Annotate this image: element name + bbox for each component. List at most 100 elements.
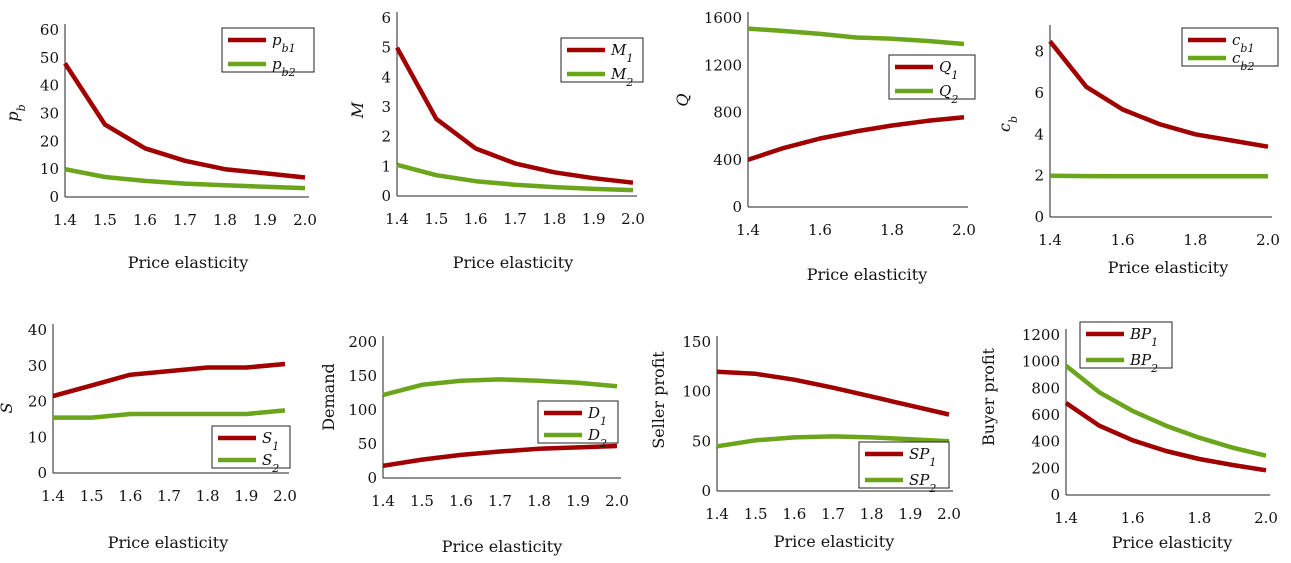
x-tick-label: 1.7 — [157, 487, 181, 505]
x-axis-label: Price elasticity — [807, 265, 927, 284]
x-tick-label: 1.8 — [860, 505, 884, 523]
x-axis-label: Price elasticity — [442, 537, 562, 556]
series-line-2 — [396, 162, 634, 193]
legend-label-2: BP2 — [1129, 351, 1158, 375]
y-tick-label: 30 — [40, 105, 59, 123]
x-tick-label: 1.8 — [1183, 231, 1207, 249]
chart-3: 0 400 800 1200 1600 1.4 1.6 1.8 2.0 Price elastic… — [673, 9, 976, 284]
y-tick-label: 1000 — [1022, 353, 1060, 371]
x-tick-label: 1.8 — [213, 211, 237, 229]
series-line-2 — [1064, 363, 1267, 458]
y-tick-label: 3 — [381, 98, 391, 116]
x-tick-label: 1.4 — [736, 221, 760, 239]
x-axis-label: Price elasticity — [128, 253, 248, 272]
x-tick-label: 1.6 — [1121, 509, 1145, 527]
y-tick-label: 1200 — [1022, 326, 1060, 344]
y-tick-label: 50 — [692, 432, 711, 450]
chart-4: 0 2 4 6 8 1.4 1.6 1.8 2.0 Price elasticity cb cb1cb… — [995, 25, 1280, 277]
x-axis-label: Price elasticity — [774, 532, 894, 551]
y-tick-label: 50 — [358, 435, 377, 453]
y-tick-label: 10 — [28, 428, 47, 446]
legend-label-1: BP1 — [1129, 325, 1158, 349]
y-tick-label: 0 — [37, 464, 47, 482]
chart-5: 0 10 20 30 40 1.4 1.5 1.6 1.7 1.8 1.9 2.0 Price elas… — [0, 321, 297, 552]
legend-label-2: S2 — [262, 451, 279, 475]
y-tick-label: 20 — [28, 393, 47, 411]
x-tick-label: 1.6 — [133, 211, 157, 229]
y-tick-label: 5 — [381, 39, 391, 57]
y-tick-label: 150 — [682, 333, 711, 351]
x-tick-label: 1.7 — [173, 211, 197, 229]
x-tick-label: 1.8 — [196, 487, 220, 505]
legend-label-2: D2 — [587, 426, 607, 450]
legend-label-1: pb1 — [272, 31, 296, 55]
x-tick-label: 1.5 — [93, 211, 117, 229]
series-line-1 — [395, 46, 634, 185]
series-line-1 — [63, 62, 306, 180]
y-tick-label: 40 — [40, 77, 59, 95]
series-line-2 — [747, 26, 965, 47]
series-line-1 — [382, 443, 618, 469]
series-line-2 — [1049, 173, 1268, 179]
x-tick-label: 1.7 — [821, 505, 845, 523]
x-tick-label: 2.0 — [952, 221, 976, 239]
x-tick-label: 1.4 — [41, 487, 65, 505]
y-tick-label: 0 — [367, 469, 377, 487]
y-tick-label: 800 — [713, 104, 742, 122]
x-tick-label: 2.0 — [1256, 231, 1280, 249]
x-tick-label: 1.9 — [582, 210, 606, 228]
x-tick-label: 1.8 — [1187, 509, 1211, 527]
x-tick-label: 1.8 — [542, 210, 566, 228]
y-tick-label: 200 — [1031, 459, 1060, 477]
y-tick-label: 400 — [1031, 433, 1060, 451]
x-tick-label: 1.9 — [566, 492, 590, 510]
y-tick-label: 100 — [348, 401, 377, 419]
x-tick-label: 1.7 — [503, 210, 527, 228]
x-tick-label: 1.4 — [371, 492, 395, 510]
chart-2: 0 1 2 3 4 5 6 1.4 1.5 1.6 1.7 1.8 1.9 2.0 Price elasti… — [348, 9, 645, 272]
y-tick-label: 6 — [381, 9, 391, 27]
y-tick-label: 1200 — [704, 56, 742, 74]
chart-8: 0 200 400 600 800 1000 1200 1.4 1.6 1.8 2.0 Price e… — [979, 321, 1278, 552]
y-tick-label: 4 — [1034, 125, 1044, 143]
x-tick-label: 1.6 — [464, 210, 488, 228]
series-line-1 — [1064, 401, 1267, 473]
y-tick-label: 0 — [1034, 208, 1044, 226]
x-tick-label: 1.9 — [234, 487, 258, 505]
y-axis-label: Q — [673, 93, 692, 106]
x-tick-label: 1.5 — [744, 505, 768, 523]
y-tick-label: 40 — [28, 321, 47, 339]
x-axis-label: Price elasticity — [108, 533, 228, 552]
y-axis-label: Demand — [319, 363, 338, 431]
y-axis-label: cb — [995, 116, 1020, 132]
y-tick-label: 600 — [1031, 406, 1060, 424]
y-tick-label: 60 — [40, 21, 59, 39]
x-tick-label: 1.4 — [53, 211, 77, 229]
x-tick-label: 1.7 — [488, 492, 512, 510]
x-axis-label: Price elasticity — [1108, 258, 1228, 277]
chart-7: 0 50 100 150 1.4 1.5 1.6 1.7 1.8 1.9 2.0 Price elas… — [649, 333, 961, 551]
series-line-1 — [52, 361, 286, 399]
y-tick-label: 0 — [732, 198, 742, 216]
y-tick-label: 100 — [682, 383, 711, 401]
y-tick-label: 10 — [40, 160, 59, 178]
legend-label-2: SP2 — [909, 471, 936, 495]
x-tick-label: 1.8 — [527, 492, 551, 510]
x-tick-label: 2.0 — [1254, 509, 1278, 527]
series-line-2 — [53, 408, 286, 420]
x-axis-label: Price elasticity — [453, 253, 573, 272]
chart-1: 0 10 20 30 40 50 60 1.4 1.5 1.6 1.7 1.8 1.9 2.0 Price … — [3, 21, 317, 272]
y-axis-label: S — [0, 402, 16, 413]
x-axis-label: Price elasticity — [1112, 533, 1232, 552]
series-line-1 — [716, 369, 950, 417]
legend-label-2: pb2 — [272, 55, 296, 79]
y-axis-label: Buyer profit — [979, 347, 998, 446]
y-tick-label: 200 — [348, 333, 377, 351]
y-tick-label: 30 — [28, 357, 47, 375]
legend-label-2: cb2 — [1232, 49, 1254, 73]
y-axis-label: Seller profit — [649, 351, 668, 449]
x-tick-label: 1.6 — [1111, 231, 1135, 249]
